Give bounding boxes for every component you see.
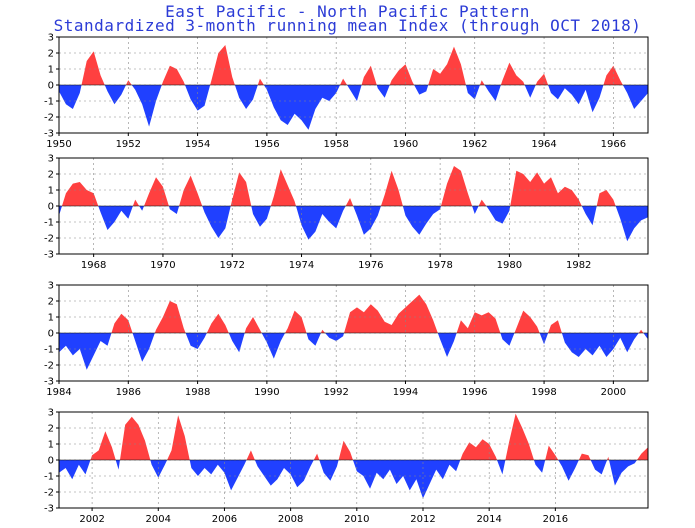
x-tick-label: 1982 [566,260,591,271]
y-tick-label: 0 [48,81,54,92]
chart-title: East Pacific - North Pacific Pattern [165,2,530,21]
x-tick-label: 1992 [323,387,348,398]
panel-1: -3 -2 -1 0 1 2 3 1950 1952 1954 1956 1958 1960 1962 19… [44,33,649,150]
y-tick-label: -3 [44,377,54,388]
chart-subtitle: Standardized 3-month running mean Index … [53,16,642,35]
panel-4: -3 -2 -1 0 1 2 3 2002 2004 2006 2008 2010 2012 2014 20… [44,408,649,525]
x-tick-label: 1954 [185,139,210,150]
x-tick-label: 2010 [344,514,369,525]
y-tick-label: 1 [48,440,54,451]
y-tick-label: 2 [48,170,54,181]
x-tick-label: 1974 [289,260,314,271]
y-tick-label: -2 [44,234,54,245]
positive-area-fill [59,413,648,460]
x-tick-label: 1956 [254,139,279,150]
y-tick-label: -1 [44,345,54,356]
y-tick-label: 3 [48,33,54,44]
x-tick-label: 1968 [81,260,106,271]
x-tick-label: 2016 [543,514,568,525]
x-tick-label: 1998 [531,387,556,398]
x-tick-label: 1980 [497,260,522,271]
x-tick-label: 1960 [393,139,418,150]
y-tick-label: -1 [44,472,54,483]
x-tick-label: 1962 [462,139,487,150]
y-tick-label: 0 [48,456,54,467]
x-tick-label: 1952 [116,139,141,150]
x-tick-label: 2004 [146,514,171,525]
x-tick-label: 1966 [601,139,626,150]
y-tick-label: -2 [44,488,54,499]
x-tick-label: 1986 [116,387,141,398]
x-tick-label: 2000 [601,387,626,398]
y-tick-label: 1 [48,313,54,324]
x-tick-label: 1994 [393,387,418,398]
x-tick-label: 1958 [323,139,348,150]
y-tick-label: -2 [44,361,54,372]
x-tick-label: 1990 [254,387,279,398]
y-tick-label: 3 [48,281,54,292]
y-tick-label: 0 [48,329,54,340]
positive-area-fill [59,166,648,206]
x-tick-label: 2008 [278,514,303,525]
y-tick-label: 1 [48,65,54,76]
y-tick-label: 3 [48,154,54,165]
x-tick-label: 2012 [410,514,435,525]
panel-2: -3 -2 -1 0 1 2 3 1968 1970 1972 1974 1976 1978 1980 19… [44,154,649,271]
y-tick-label: -1 [44,97,54,108]
positive-area-fill [59,294,648,333]
x-tick-label: 1950 [46,139,71,150]
y-tick-label: -1 [44,218,54,229]
x-tick-label: 1996 [462,387,487,398]
x-tick-label: 1976 [358,260,383,271]
x-tick-label: 1984 [46,387,71,398]
y-tick-label: 2 [48,297,54,308]
y-tick-label: -3 [44,250,54,261]
y-tick-label: 3 [48,408,54,419]
y-tick-label: 0 [48,202,54,213]
y-tick-label: -2 [44,113,54,124]
y-tick-label: 1 [48,186,54,197]
x-tick-label: 2006 [212,514,237,525]
x-tick-label: 1988 [185,387,210,398]
y-tick-label: -3 [44,129,54,140]
panel-3: -3 -2 -1 0 1 2 3 1984 1986 1988 1990 1992 1994 1996 19… [44,281,649,398]
x-tick-label: 1964 [531,139,556,150]
negative-area-fill [59,206,648,242]
x-tick-label: 1978 [427,260,452,271]
x-tick-label: 1970 [150,260,175,271]
x-tick-label: 1972 [220,260,245,271]
x-tick-label: 2002 [79,514,104,525]
x-tick-label: 2014 [476,514,501,525]
y-tick-label: 2 [48,49,54,60]
y-tick-label: -3 [44,504,54,515]
negative-area-fill [59,460,648,499]
negative-area-fill [59,333,648,370]
negative-area-fill [59,85,648,130]
y-tick-label: 2 [48,424,54,435]
